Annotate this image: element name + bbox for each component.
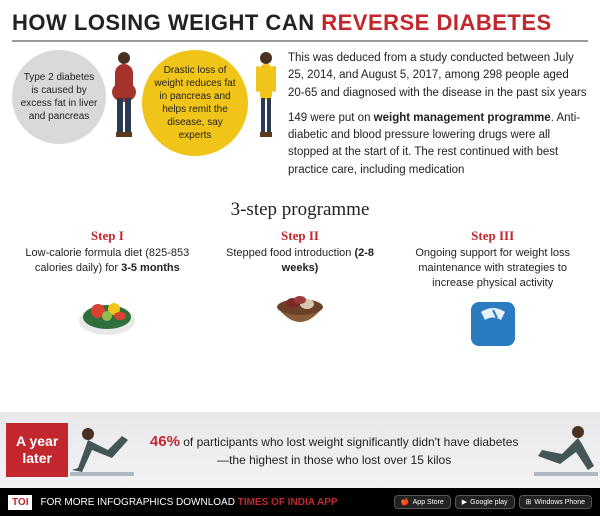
step-3-label: Step III: [401, 227, 584, 245]
programme-title: 3-step programme: [12, 199, 588, 221]
badge-googleplay[interactable]: ▶Google play: [455, 495, 515, 509]
study-p2a: 149 were put on: [288, 112, 374, 124]
windows-icon: ⊞: [526, 498, 532, 506]
headline-highlight: REVERSE DIABETES: [321, 10, 552, 35]
headline: HOW LOSING WEIGHT CAN REVERSE DIABETES: [12, 10, 588, 36]
step-1: Step I Low-calorie formula diet (825-853…: [16, 227, 199, 357]
bubbles: Type 2 diabetes is caused by excess fat …: [12, 50, 280, 187]
man-overweight-icon: [110, 50, 138, 142]
yl1: A year: [16, 433, 58, 449]
bubble-cause-text: Type 2 diabetes is caused by excess fat …: [20, 71, 98, 123]
study-p2: 149 were put on weight management progra…: [288, 110, 588, 179]
yoga-right-icon: [532, 420, 600, 480]
scale-icon: [401, 295, 584, 353]
b0: App Store: [413, 499, 444, 506]
step-1-b: 3-5 months: [121, 262, 180, 274]
bubble-remit-text: Drastic loss of weight reduces fat in pa…: [150, 64, 240, 142]
footer-text: FOR MORE INFOGRAPHICS DOWNLOAD TIMES OF …: [40, 497, 337, 508]
year-later-label: A yearlater: [6, 423, 68, 477]
app-badges: 🍎App Store ▶Google play ⊞Windows Phone: [394, 495, 592, 509]
study-p2b: weight management programme: [374, 112, 551, 124]
step-2-label: Step II: [209, 227, 392, 245]
study-p1: This was deduced from a study conducted …: [288, 50, 588, 102]
year-later-bar: A yearlater 46% of participants who lost…: [0, 412, 600, 488]
b1: Google play: [470, 499, 507, 506]
intro-row: Type 2 diabetes is caused by excess fat …: [12, 50, 588, 187]
badge-windows[interactable]: ⊞Windows Phone: [519, 495, 592, 509]
bowl-icon: [209, 280, 392, 338]
ft-hl: TIMES OF INDIA APP: [238, 497, 338, 508]
steps-row: Step I Low-calorie formula diet (825-853…: [12, 227, 588, 357]
year-later-text: 46% of participants who lost weight sign…: [136, 431, 532, 469]
step-1-label: Step I: [16, 227, 199, 245]
step-3: Step III Ongoing support for weight loss…: [401, 227, 584, 357]
bubble-cause: Type 2 diabetes is caused by excess fat …: [12, 50, 106, 144]
step-3-text: Ongoing support for weight loss maintena…: [401, 246, 584, 291]
man-slim-icon: [252, 50, 280, 142]
step-1-text: Low-calorie formula diet (825-853 calori…: [16, 246, 199, 276]
b2: Windows Phone: [534, 499, 585, 506]
headline-prefix: HOW LOSING WEIGHT CAN: [12, 10, 321, 35]
play-icon: ▶: [462, 498, 467, 506]
pct-text: of participants who lost weight signific…: [180, 435, 518, 467]
pct: 46%: [150, 433, 180, 450]
divider: [12, 40, 588, 42]
footer: TOI FOR MORE INFOGRAPHICS DOWNLOAD TIMES…: [0, 488, 600, 516]
study-text: This was deduced from a study conducted …: [288, 50, 588, 187]
step-2-t1: Stepped food introduction: [226, 247, 354, 259]
step-2-text: Stepped food introduction (2-8 weeks): [209, 246, 392, 276]
yoga-left-icon: [68, 420, 136, 480]
ft1: FOR MORE INFOGRAPHICS DOWNLOAD: [40, 497, 237, 508]
apple-icon: 🍎: [401, 498, 410, 506]
salad-icon: [16, 280, 199, 338]
step-2: Step II Stepped food introduction (2-8 w…: [209, 227, 392, 357]
toi-logo: TOI: [8, 495, 32, 510]
yl2: later: [22, 450, 52, 466]
bubble-remit: Drastic loss of weight reduces fat in pa…: [142, 50, 248, 156]
badge-appstore[interactable]: 🍎App Store: [394, 495, 451, 509]
